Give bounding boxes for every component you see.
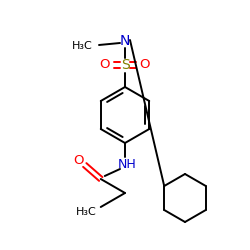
Text: O: O bbox=[74, 154, 84, 166]
Text: H₃C: H₃C bbox=[72, 41, 93, 51]
Text: S: S bbox=[120, 58, 130, 72]
Text: NH: NH bbox=[118, 158, 137, 172]
Text: H₃C: H₃C bbox=[76, 207, 97, 217]
Text: O: O bbox=[140, 58, 150, 71]
Text: N: N bbox=[120, 34, 130, 48]
Text: O: O bbox=[100, 58, 110, 71]
